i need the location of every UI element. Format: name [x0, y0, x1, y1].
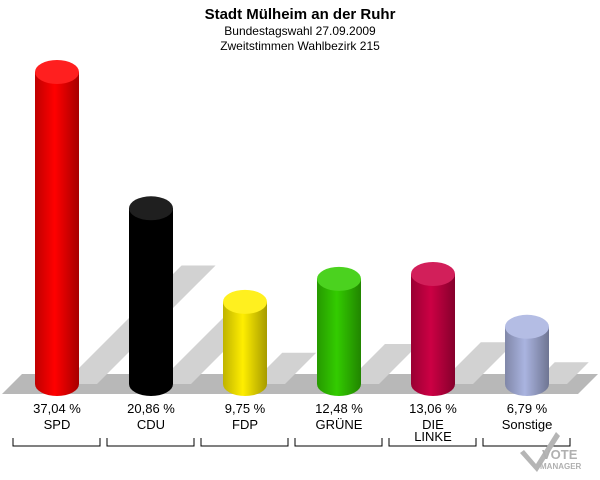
bar-sonstige [505, 326, 549, 396]
bar-gr-ne [317, 278, 361, 396]
category-label: SPD [44, 417, 71, 432]
value-label: 9,75 % [225, 401, 266, 416]
bar-shadow [251, 352, 317, 384]
bar-shadow [439, 342, 515, 384]
chart-subtitle: Bundestagswahl 27.09.2009 [224, 24, 376, 38]
category-bracket [388, 438, 477, 447]
logo-manager-text: MANAGER [540, 462, 582, 471]
category-bracket [294, 438, 383, 447]
bar-spd [35, 72, 79, 396]
bar-top [223, 289, 267, 314]
bar-top [505, 314, 549, 339]
value-label: 20,86 % [127, 401, 175, 416]
bar-top [317, 266, 361, 291]
value-label: 12,48 % [315, 401, 363, 416]
chart-subtitle-2: Zweitstimmen Wahlbezirk 215 [220, 39, 380, 53]
value-label: 13,06 % [409, 401, 457, 416]
bar-die-linke [411, 273, 455, 396]
category-label: DIE [422, 417, 444, 432]
category-label: FDP [232, 417, 258, 432]
bar-top [35, 60, 79, 84]
value-label: 37,04 % [33, 401, 81, 416]
chart-title: Stadt Mülheim an der Ruhr [205, 6, 396, 23]
category-bracket [106, 438, 195, 447]
bar-fdp [223, 301, 267, 396]
value-label: 6,79 % [507, 401, 548, 416]
category-label: GRÜNE [316, 417, 363, 432]
category-label: Sonstige [502, 417, 553, 432]
category-label: CDU [137, 417, 165, 432]
vote-manager-logo: VOTE MANAGER [520, 432, 582, 472]
bar-top [129, 196, 173, 221]
category-bracket [12, 438, 101, 447]
category-bracket [482, 438, 571, 447]
logo-vote-text: VOTE [542, 447, 578, 462]
bar-shadow [345, 344, 419, 384]
category-bracket [200, 438, 289, 447]
category-label: LINKE [414, 429, 452, 444]
bar-top [411, 261, 455, 286]
checkmark-icon [520, 432, 560, 472]
bar-cdu [129, 208, 173, 396]
